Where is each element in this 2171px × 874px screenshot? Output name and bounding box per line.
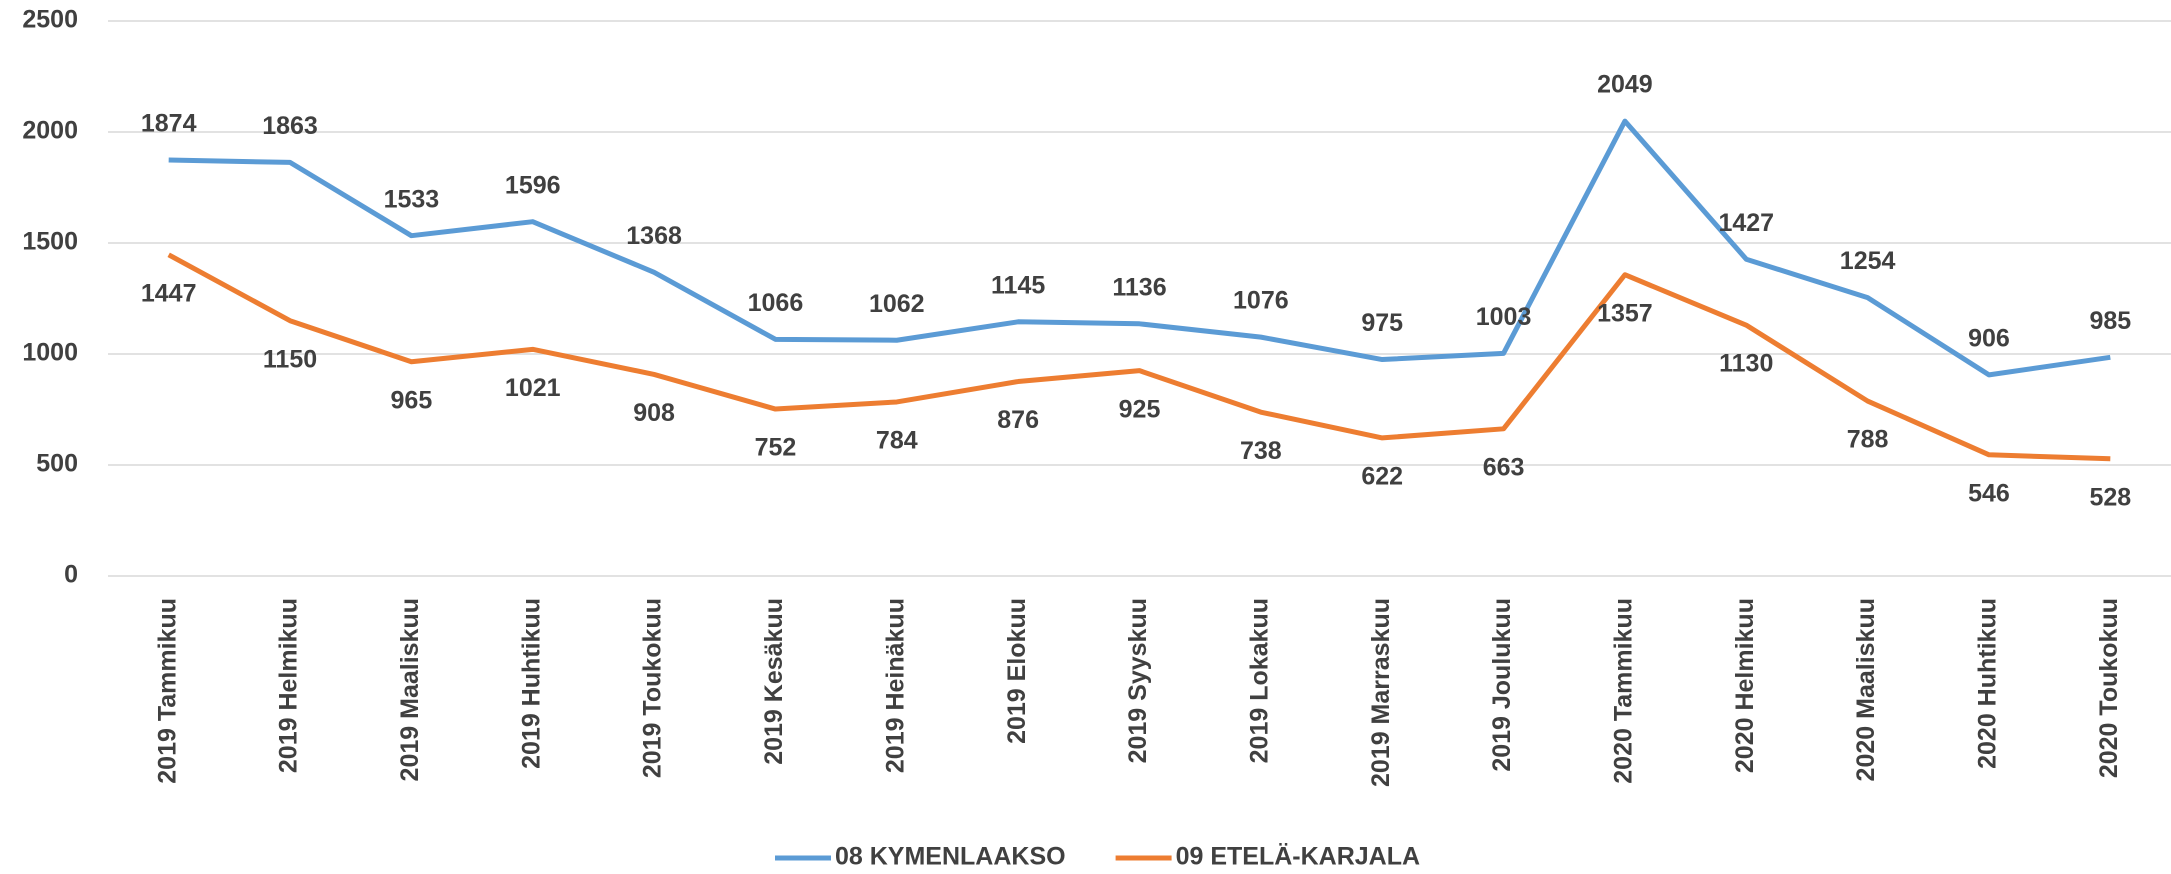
line <box>168 118 2111 378</box>
x-tick-label: 2020 Toukokuu <box>2095 598 2123 778</box>
data-label: 876 <box>997 406 1039 434</box>
data-label: 985 <box>2089 307 2131 335</box>
data-label: 1427 <box>1718 209 1774 237</box>
x-tick-label: 2019 Helmikuu <box>275 598 303 773</box>
data-label: 1130 <box>1719 350 1773 378</box>
data-label: 975 <box>1361 309 1403 337</box>
x-tick-label: 2020 Tammikuu <box>1610 598 1638 784</box>
line <box>167 252 2111 462</box>
x-tick-label: 2020 Maaliskuu <box>1852 598 1880 781</box>
x-tick-label: 2019 Toukokuu <box>639 598 667 778</box>
y-tick-label: 2000 <box>22 117 78 145</box>
data-label: 1447 <box>141 279 197 307</box>
data-label: 1357 <box>1597 299 1653 327</box>
y-tick-label: 2500 <box>22 6 78 34</box>
data-label: 1533 <box>384 185 440 213</box>
y-tick-label: 1000 <box>22 339 78 367</box>
data-label: 1145 <box>991 271 1045 299</box>
data-label: 1021 <box>505 374 561 402</box>
x-tick-label: 2019 Joulukuu <box>1488 598 1516 772</box>
data-label: 738 <box>1240 437 1282 465</box>
data-label: 925 <box>1119 395 1161 423</box>
y-tick-label: 1500 <box>22 228 78 256</box>
x-tick-label: 2020 Huhtikuu <box>1974 598 2002 769</box>
data-label: 1150 <box>263 345 317 373</box>
data-label: 965 <box>391 386 433 414</box>
data-label: 908 <box>633 399 675 427</box>
data-label: 1062 <box>869 290 925 318</box>
data-label: 1254 <box>1840 247 1896 275</box>
x-tick-label: 2019 Lokakuu <box>1245 598 1273 763</box>
data-label: 1874 <box>141 110 197 138</box>
data-label: 528 <box>2089 483 2131 511</box>
legend-label: 08 KYMENLAAKSO <box>835 843 1066 871</box>
data-label: 788 <box>1847 426 1889 454</box>
x-tick-label: 2019 Syyskuu <box>1124 598 1152 763</box>
data-label: 1003 <box>1476 303 1532 331</box>
x-tick-label: 2019 Marraskuu <box>1367 598 1395 787</box>
data-label: 1368 <box>626 222 682 250</box>
y-tick-label: 0 <box>64 561 78 589</box>
data-label: 1076 <box>1233 287 1289 315</box>
x-tick-label: 2020 Helmikuu <box>1731 598 1759 773</box>
data-label: 1136 <box>1112 273 1166 301</box>
data-label: 784 <box>876 427 918 455</box>
x-tick-label: 2019 Kesäkuu <box>760 598 788 765</box>
x-tick-label: 2019 Tammikuu <box>153 598 181 784</box>
data-label: 906 <box>1968 324 2010 352</box>
data-label: 1863 <box>262 112 318 140</box>
data-label: 1596 <box>505 171 561 199</box>
y-tick-label: 500 <box>36 450 78 478</box>
x-tick-label: 2019 Heinäkuu <box>881 598 909 773</box>
data-label: 622 <box>1361 463 1403 491</box>
data-label: 1066 <box>748 289 804 317</box>
data-label: 752 <box>755 434 797 462</box>
x-tick-label: 2019 Elokuu <box>1003 598 1031 744</box>
legend-label: 09 ETELÄ-KARJALA <box>1176 843 1420 871</box>
data-label: 546 <box>1968 479 2010 507</box>
data-label: 2049 <box>1597 71 1653 99</box>
data-label: 663 <box>1483 453 1525 481</box>
x-tick-label: 2019 Huhtikuu <box>517 598 545 769</box>
x-tick-label: 2019 Maaliskuu <box>396 598 424 781</box>
